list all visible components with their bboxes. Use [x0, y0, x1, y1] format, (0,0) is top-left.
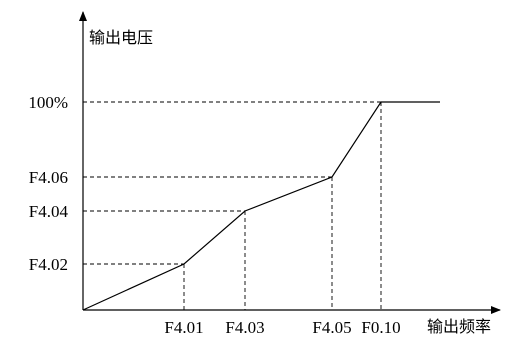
x-tick-label: F4.03 [225, 318, 264, 337]
x-tick-label: F4.01 [164, 318, 203, 337]
y-tick-label: F4.02 [29, 255, 68, 274]
y-tick-label: F4.04 [29, 202, 69, 221]
y-axis-label: 输出电压 [89, 28, 153, 47]
x-axis-label: 输出频率 [427, 317, 491, 336]
y-tick-label: F4.06 [29, 168, 68, 187]
x-tick-label: F4.05 [312, 318, 351, 337]
x-tick-label: F0.10 [361, 318, 400, 337]
y-tick-label: 100% [28, 93, 68, 112]
curve-group [82, 101, 440, 311]
x-tick-labels: F4.01 F4.03 F4.05 F0.10 [164, 318, 400, 337]
y-tick-labels: F4.02 F4.04 F4.06 100% [28, 93, 68, 274]
vf-curve-line [82, 101, 440, 311]
guide-lines [83, 101, 382, 310]
